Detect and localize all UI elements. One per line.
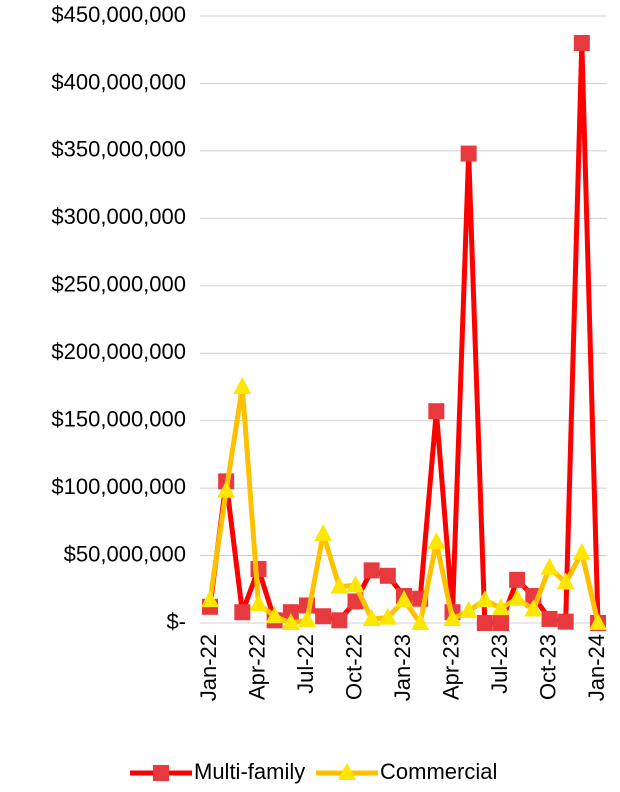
legend-marker	[338, 763, 356, 780]
series-line	[207, 40, 601, 626]
x-tick-label: Oct-23	[535, 634, 560, 700]
x-tick-label: Jan-24	[584, 634, 609, 701]
marker	[443, 608, 462, 626]
legend-label: Commercial	[380, 759, 497, 784]
marker	[476, 615, 493, 631]
legend-item: Multi-family	[130, 759, 305, 784]
marker	[330, 576, 349, 594]
marker	[298, 610, 316, 628]
marker	[573, 34, 590, 51]
marker	[282, 604, 299, 621]
marker	[201, 590, 219, 608]
marker	[249, 594, 268, 612]
series	[201, 376, 607, 630]
marker	[379, 567, 396, 584]
marker	[314, 523, 333, 541]
y-tick-label: $300,000,000	[51, 204, 186, 229]
y-tick-label: $200,000,000	[51, 339, 186, 364]
marker	[363, 562, 380, 579]
y-tick-label: $-	[166, 609, 186, 634]
series	[202, 34, 606, 631]
marker	[556, 572, 575, 590]
marker	[233, 376, 252, 394]
x-tick-label: Jan-23	[390, 634, 415, 701]
marker	[572, 542, 591, 560]
series-line	[207, 384, 601, 626]
x-tick-label: Jul-22	[293, 634, 318, 694]
marker	[541, 610, 558, 627]
marker	[281, 613, 300, 630]
marker	[508, 588, 527, 606]
x-tick-label: Jan-22	[196, 634, 221, 701]
marker	[589, 613, 607, 630]
x-tick-label: Oct-22	[341, 634, 366, 700]
x-tick-label: Apr-22	[244, 634, 269, 700]
marker	[509, 571, 526, 588]
legend-item: Commercial	[316, 759, 497, 784]
marker	[378, 607, 397, 625]
marker	[475, 590, 494, 608]
marker	[331, 612, 348, 629]
marker	[395, 590, 413, 608]
x-tick-label: Apr-23	[438, 634, 463, 700]
marker	[217, 480, 236, 498]
y-tick-label: $250,000,000	[51, 272, 186, 297]
marker	[540, 557, 559, 575]
y-tick-label: $150,000,000	[51, 406, 186, 431]
y-tick-label: $400,000,000	[51, 69, 186, 94]
marker	[234, 604, 251, 621]
y-tick-label: $100,000,000	[51, 474, 186, 499]
marker	[346, 575, 365, 593]
marker	[427, 532, 446, 550]
y-tick-label: $350,000,000	[51, 137, 186, 162]
marker	[524, 599, 543, 617]
y-tick-label: $50,000,000	[64, 541, 186, 566]
y-tick-label: $450,000,000	[51, 2, 186, 27]
marker	[265, 606, 284, 624]
legend-label: Multi-family	[194, 759, 305, 784]
marker	[315, 608, 332, 625]
marker	[557, 613, 574, 630]
legend-marker	[153, 765, 169, 781]
marker	[459, 600, 478, 618]
marker	[460, 145, 477, 162]
marker	[493, 615, 509, 631]
marker	[428, 403, 445, 420]
x-tick-label: Jul-23	[487, 634, 512, 694]
marker	[411, 613, 430, 630]
marker	[492, 598, 510, 616]
marker	[362, 608, 381, 626]
